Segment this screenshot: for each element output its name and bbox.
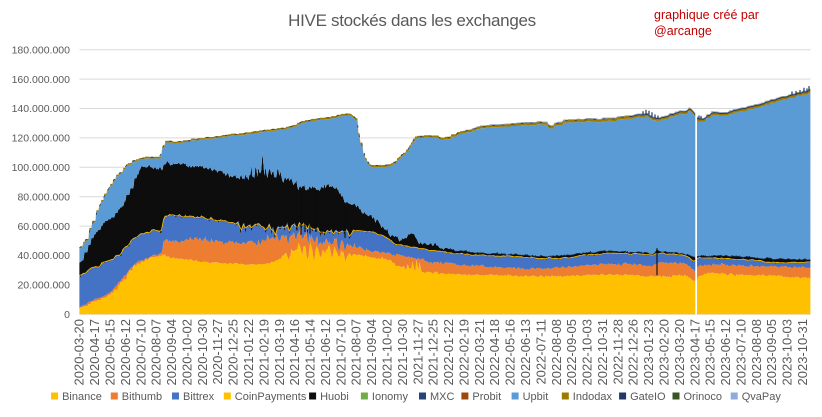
svg-text:2023-01-23: 2023-01-23 [641, 319, 656, 386]
svg-text:2023-03-20: 2023-03-20 [672, 319, 687, 386]
svg-text:20.000.000: 20.000.000 [17, 280, 70, 292]
svg-text:2022-03-21: 2022-03-21 [472, 319, 487, 386]
svg-text:2021-12-25: 2021-12-25 [426, 319, 441, 386]
svg-text:Probit: Probit [472, 391, 501, 403]
svg-text:2020-03-20: 2020-03-20 [72, 319, 87, 386]
svg-text:Bithumb: Bithumb [122, 391, 162, 403]
svg-text:2021-11-27: 2021-11-27 [410, 319, 425, 385]
svg-text:2023-02-20: 2023-02-20 [657, 319, 672, 386]
svg-text:2022-09-05: 2022-09-05 [564, 319, 579, 386]
svg-text:160.000.000: 160.000.000 [12, 74, 71, 86]
svg-text:2021-04-16: 2021-04-16 [287, 319, 302, 386]
svg-text:2022-02-19: 2022-02-19 [456, 319, 471, 386]
svg-text:2020-08-07: 2020-08-07 [149, 319, 164, 386]
svg-text:120.000.000: 120.000.000 [12, 133, 71, 145]
svg-text:2022-10-03: 2022-10-03 [580, 319, 595, 386]
svg-text:2020-11-27: 2020-11-27 [210, 319, 225, 385]
svg-text:2022-07-11: 2022-07-11 [533, 319, 548, 385]
svg-text:40.000.000: 40.000.000 [17, 250, 70, 262]
svg-text:2023-10-03: 2023-10-03 [780, 319, 795, 386]
svg-text:2021-05-14: 2021-05-14 [303, 319, 318, 386]
svg-text:2021-03-19: 2021-03-19 [272, 319, 287, 386]
svg-text:2022-01-22: 2022-01-22 [441, 319, 456, 386]
svg-text:2021-06-12: 2021-06-12 [318, 319, 333, 386]
svg-text:80.000.000: 80.000.000 [17, 191, 70, 203]
svg-text:2021-09-04: 2021-09-04 [364, 319, 379, 386]
svg-text:2022-04-18: 2022-04-18 [487, 319, 502, 386]
svg-text:2021-07-10: 2021-07-10 [333, 319, 348, 386]
svg-text:2023-04-17: 2023-04-17 [687, 319, 702, 386]
svg-text:Orinoco: Orinoco [684, 391, 723, 403]
svg-text:2022-05-16: 2022-05-16 [503, 319, 518, 386]
svg-text:graphique créé par: graphique créé par [654, 8, 759, 22]
svg-text:Ionomy: Ionomy [372, 391, 409, 403]
svg-text:2020-10-02: 2020-10-02 [179, 319, 194, 386]
svg-text:2022-11-28: 2022-11-28 [610, 319, 625, 385]
svg-text:2023-05-15: 2023-05-15 [703, 319, 718, 386]
svg-text:2020-09-04: 2020-09-04 [164, 319, 179, 386]
svg-text:2020-06-12: 2020-06-12 [118, 319, 133, 386]
svg-text:Binance: Binance [62, 391, 102, 403]
svg-text:0: 0 [64, 309, 70, 321]
svg-text:2021-02-19: 2021-02-19 [256, 319, 271, 386]
svg-text:2023-10-31: 2023-10-31 [795, 319, 810, 386]
svg-text:100.000.000: 100.000.000 [12, 162, 71, 174]
svg-text:2021-08-07: 2021-08-07 [349, 319, 364, 386]
svg-text:2020-10-30: 2020-10-30 [195, 319, 210, 386]
svg-text:140.000.000: 140.000.000 [12, 103, 71, 115]
svg-text:QvaPay: QvaPay [742, 391, 782, 403]
svg-text:2022-10-31: 2022-10-31 [595, 319, 610, 386]
svg-text:Upbit: Upbit [523, 391, 549, 403]
svg-text:CoinPayments: CoinPayments [235, 391, 307, 403]
svg-text:@arcange: @arcange [654, 24, 712, 38]
svg-text:Huobi: Huobi [320, 391, 349, 403]
svg-text:2020-12-25: 2020-12-25 [226, 319, 241, 386]
svg-text:2022-06-13: 2022-06-13 [518, 319, 533, 386]
svg-text:Indodax: Indodax [573, 391, 613, 403]
svg-text:2023-08-08: 2023-08-08 [749, 319, 764, 386]
svg-text:60.000.000: 60.000.000 [17, 221, 70, 233]
svg-text:2020-05-15: 2020-05-15 [103, 319, 118, 386]
svg-text:2021-10-30: 2021-10-30 [395, 319, 410, 386]
svg-text:2021-01-22: 2021-01-22 [241, 319, 256, 386]
svg-text:Bittrex: Bittrex [183, 391, 215, 403]
svg-text:2022-12-26: 2022-12-26 [626, 319, 641, 386]
svg-text:2020-04-17: 2020-04-17 [87, 319, 102, 386]
svg-text:2020-07-10: 2020-07-10 [133, 319, 148, 386]
svg-text:2023-07-10: 2023-07-10 [734, 319, 749, 386]
svg-text:180.000.000: 180.000.000 [12, 44, 71, 56]
svg-text:2022-08-08: 2022-08-08 [549, 319, 564, 386]
svg-text:HIVE stockés dans les exchange: HIVE stockés dans les exchanges [288, 11, 536, 30]
svg-text:MXC: MXC [430, 391, 455, 403]
svg-text:2021-10-02: 2021-10-02 [380, 319, 395, 386]
svg-text:2023-09-05: 2023-09-05 [764, 319, 779, 386]
svg-text:2023-06-12: 2023-06-12 [718, 319, 733, 386]
svg-text:GateIO: GateIO [630, 391, 666, 403]
